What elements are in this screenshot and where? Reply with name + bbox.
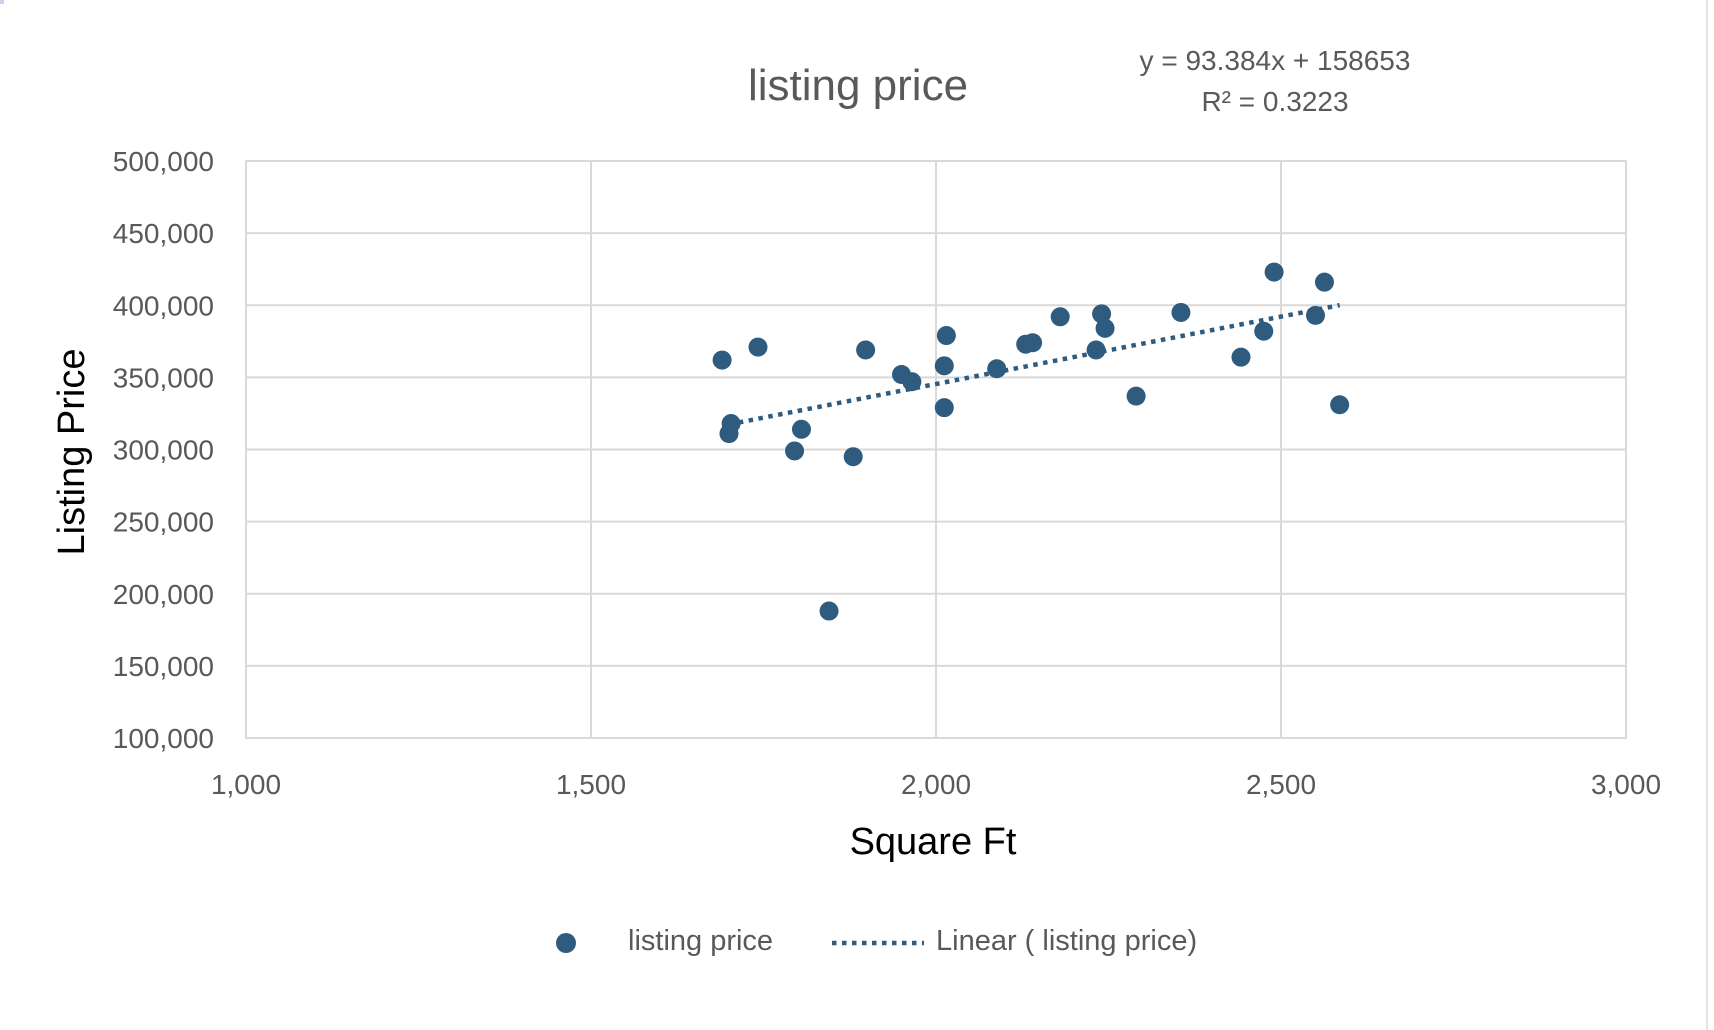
data-point xyxy=(934,356,954,376)
y-tick-label: 150,000 xyxy=(113,651,214,682)
data-point xyxy=(785,441,805,461)
legend-label-scatter: listing price xyxy=(628,925,773,957)
x-tick-label: 2,000 xyxy=(901,769,971,800)
data-point xyxy=(1231,347,1251,367)
x-axis-tick-labels: 1,000 1,500 2,000 2,500 3,000 xyxy=(211,769,1661,800)
y-tick-label: 400,000 xyxy=(113,290,214,321)
data-point xyxy=(1095,318,1115,338)
data-point xyxy=(1330,395,1350,415)
data-point xyxy=(1254,321,1274,341)
x-tick-label: 1,000 xyxy=(211,769,281,800)
x-tick-label: 2,500 xyxy=(1246,769,1316,800)
x-axis-title: Square Ft xyxy=(850,821,1017,863)
corner-mark xyxy=(0,0,4,4)
trendline-equation: y = 93.384x + 158653 xyxy=(1140,45,1411,76)
y-tick-label: 450,000 xyxy=(113,218,214,249)
data-point xyxy=(721,414,741,434)
plot-area-frame xyxy=(245,160,1627,739)
data-point xyxy=(1171,302,1191,322)
data-point xyxy=(819,601,839,621)
data-point xyxy=(934,398,954,418)
data-point xyxy=(987,359,1007,379)
data-point xyxy=(748,337,768,357)
chart-title: listing price xyxy=(748,61,968,110)
x-tick-label: 3,000 xyxy=(1591,769,1661,800)
y-axis-title: Listing Price xyxy=(51,349,93,556)
legend-dot-marker xyxy=(556,933,576,953)
legend-label-trendline: Linear ( listing price) xyxy=(936,925,1197,957)
y-tick-label: 500,000 xyxy=(113,146,214,177)
data-point xyxy=(1086,340,1106,360)
y-tick-label: 350,000 xyxy=(113,362,214,393)
data-point xyxy=(791,419,811,439)
y-tick-label: 300,000 xyxy=(113,435,214,466)
data-point xyxy=(1126,386,1146,406)
data-point xyxy=(1050,307,1070,327)
data-point xyxy=(1023,333,1043,353)
y-tick-label: 100,000 xyxy=(113,723,214,754)
y-tick-label: 250,000 xyxy=(113,507,214,538)
data-point xyxy=(843,447,863,467)
y-tick-label: 200,000 xyxy=(113,579,214,610)
trendline xyxy=(728,302,1341,427)
trendline-r-squared: R² = 0.3223 xyxy=(1201,86,1348,117)
y-axis-tick-labels: 100,000 150,000 200,000 250,000 300,000 350,0… xyxy=(113,146,214,754)
gridlines xyxy=(245,160,1627,739)
data-point xyxy=(1092,304,1112,324)
data-point xyxy=(1306,305,1325,325)
trendline-layer xyxy=(728,302,1341,427)
data-point xyxy=(1264,262,1284,282)
legend: listing price Linear ( listing price) xyxy=(556,925,1197,957)
data-point xyxy=(902,372,922,392)
data-point xyxy=(856,340,876,360)
data-point xyxy=(712,350,732,370)
x-tick-label: 1,500 xyxy=(556,769,626,800)
data-points xyxy=(712,262,1350,621)
data-point xyxy=(1314,272,1334,292)
data-point xyxy=(936,326,956,346)
window-edge-line xyxy=(1706,0,1708,1030)
